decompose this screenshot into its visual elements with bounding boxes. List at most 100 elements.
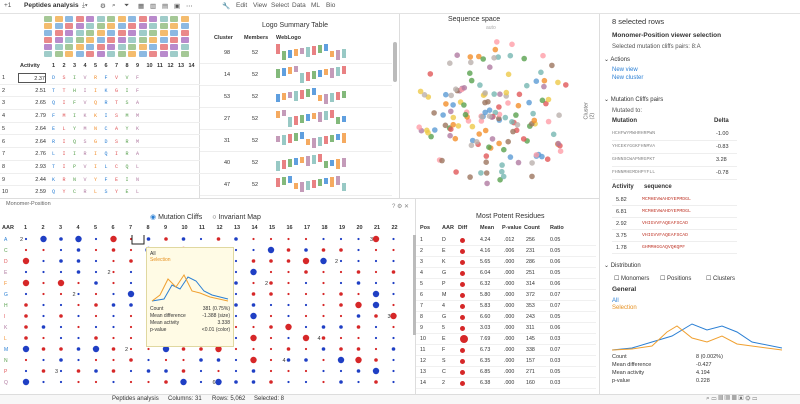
mutation-cliff-dot[interactable] bbox=[269, 336, 273, 340]
mutation-cliff-dot[interactable] bbox=[252, 325, 255, 329]
table-row[interactable]: 5 2.64 E L Y M N C A Y K bbox=[0, 123, 200, 136]
monomer-cell[interactable]: R bbox=[62, 176, 66, 183]
scatter-point[interactable] bbox=[505, 100, 511, 106]
clusters-checkbox[interactable]: ☐ Clusters bbox=[706, 276, 736, 282]
monomer-cell[interactable]: F bbox=[104, 75, 108, 81]
monomer-cell[interactable]: V bbox=[83, 176, 87, 183]
scatter-point[interactable] bbox=[450, 121, 456, 128]
chart-icon[interactable]: ▥ bbox=[150, 3, 157, 10]
table-row[interactable]: 14 52 bbox=[200, 64, 392, 86]
mutation-cliff-dot[interactable] bbox=[22, 257, 30, 265]
monomer-cell[interactable]: K bbox=[94, 113, 98, 120]
mutation-cliff-dot[interactable] bbox=[111, 347, 116, 351]
download-icon[interactable]: ⤓▾ bbox=[82, 2, 88, 9]
mutation-cliff-dot[interactable] bbox=[304, 314, 308, 318]
position-header[interactable]: 5 bbox=[94, 225, 98, 231]
mutation-cliff-dot[interactable] bbox=[234, 358, 238, 362]
column-header[interactable]: P-value bbox=[502, 225, 522, 231]
mutation-cliff-dot[interactable] bbox=[267, 246, 275, 254]
mutation-cliff-dot[interactable] bbox=[76, 347, 81, 351]
scatter-point[interactable] bbox=[497, 177, 503, 183]
mutation-cliff-dot[interactable] bbox=[129, 314, 133, 318]
monomer-cell[interactable]: R bbox=[83, 151, 87, 158]
position-header[interactable]: 3 bbox=[59, 225, 63, 231]
mutation-cliff-dot[interactable] bbox=[374, 314, 378, 318]
monomer-cell[interactable]: I bbox=[94, 151, 98, 158]
table-row[interactable]: 9 2.44 K R N V Y F E I N bbox=[0, 174, 200, 187]
mutation-cliff-dot[interactable] bbox=[251, 292, 256, 296]
monomer-cell[interactable]: Q bbox=[104, 151, 108, 158]
scatter-point[interactable] bbox=[526, 99, 532, 106]
mutation-cliff-dot[interactable] bbox=[217, 369, 220, 373]
mutation-cliff-dot[interactable] bbox=[339, 248, 343, 252]
mutation-cliff-dot[interactable] bbox=[287, 270, 290, 274]
monomer-row-header[interactable]: P bbox=[4, 369, 8, 375]
scatter-point[interactable] bbox=[550, 131, 557, 138]
table-row[interactable]: 5 P 6.32 .000 314 0.06 bbox=[416, 279, 596, 290]
position-header[interactable]: 1 bbox=[52, 63, 56, 69]
aar-header[interactable]: AAR bbox=[2, 225, 14, 231]
mutation-cliff-dot[interactable] bbox=[304, 325, 308, 329]
mutation-cliff-dot[interactable] bbox=[199, 369, 203, 373]
mutation-cliff-dot[interactable] bbox=[286, 259, 291, 263]
mutation-cliff-dot[interactable] bbox=[322, 369, 325, 373]
mutation-cliff-dot[interactable] bbox=[42, 336, 45, 340]
mutation-cliff-dot[interactable] bbox=[22, 279, 30, 287]
mutation-cliff-dot[interactable] bbox=[252, 281, 255, 285]
scatter-point[interactable] bbox=[453, 86, 459, 92]
mutation-cliff-dot[interactable] bbox=[181, 369, 186, 373]
table-icon[interactable]: ▤ bbox=[162, 3, 169, 10]
mutation-cliff-dot[interactable] bbox=[392, 303, 395, 307]
monomer-row-header[interactable]: M bbox=[4, 347, 9, 353]
mutation-cliff-dot[interactable] bbox=[339, 237, 343, 241]
scatter-point[interactable] bbox=[543, 100, 549, 107]
mutation-cliff-dot[interactable] bbox=[24, 303, 28, 307]
mutation-cliff-dot[interactable] bbox=[234, 270, 238, 274]
mutation-cliff-dot[interactable] bbox=[251, 259, 256, 263]
mutation-cliff-dot[interactable] bbox=[59, 336, 63, 340]
scatter-point[interactable] bbox=[503, 89, 510, 96]
mutation-cliff-dot[interactable] bbox=[302, 257, 310, 265]
column-header[interactable]: Count bbox=[524, 225, 540, 231]
activity-cell[interactable]: 2.37 bbox=[18, 73, 46, 83]
scatter-point[interactable] bbox=[448, 126, 454, 132]
tab-count[interactable]: +1 bbox=[4, 2, 12, 9]
scatter-point[interactable] bbox=[482, 99, 488, 106]
scatter-point[interactable] bbox=[496, 140, 502, 147]
mutation-cliff-dot[interactable] bbox=[234, 259, 238, 263]
mutation-cliff-dot[interactable] bbox=[77, 336, 80, 340]
scatter-point[interactable] bbox=[461, 85, 468, 91]
table-row[interactable]: 7 4 5.83 .000 353 0.07 bbox=[416, 301, 596, 312]
monomer-row-header[interactable]: D bbox=[4, 259, 8, 265]
layout-icon[interactable]: ▣ bbox=[174, 3, 181, 10]
scatter-point[interactable] bbox=[492, 46, 499, 53]
column-header[interactable]: AAR bbox=[442, 225, 454, 231]
mutation-cliff-dot[interactable] bbox=[24, 358, 28, 362]
monomer-row-header[interactable]: N bbox=[4, 358, 8, 364]
mutation-cliff-dot[interactable] bbox=[339, 281, 343, 285]
monomer-cell[interactable]: Q bbox=[52, 189, 56, 196]
mutation-cliff-dot[interactable] bbox=[24, 248, 28, 252]
mutation-cliff-dot[interactable] bbox=[251, 380, 256, 384]
mutation-cliff-dot[interactable] bbox=[392, 369, 395, 373]
wrench-icon[interactable]: 🔧 bbox=[222, 3, 231, 10]
activity-header[interactable]: Activity bbox=[20, 63, 40, 69]
mutation-cliff-dot[interactable] bbox=[24, 237, 28, 241]
monomer-cell[interactable]: C bbox=[73, 189, 77, 196]
monomer-cell[interactable]: K bbox=[104, 87, 108, 94]
monomer-cell[interactable]: S bbox=[104, 189, 108, 196]
mutation-cliff-dot[interactable] bbox=[22, 378, 30, 386]
mutation-cliff-dot[interactable] bbox=[322, 292, 325, 296]
scatter-point[interactable] bbox=[531, 117, 538, 124]
mutation-cliff-dot[interactable] bbox=[94, 270, 98, 274]
mutation-cliff-dot[interactable] bbox=[94, 380, 98, 384]
mutation-cliff-dot[interactable] bbox=[269, 325, 273, 329]
activity-row[interactable]: 1.78 GHMMHGGAQVQKQPF bbox=[612, 242, 737, 254]
scatter-point[interactable] bbox=[486, 113, 493, 119]
mutation-cliff-dot[interactable] bbox=[321, 248, 326, 252]
table-row[interactable]: 9 5 3.03 .000 311 0.06 bbox=[416, 323, 596, 334]
position-header[interactable]: 1 bbox=[24, 225, 28, 231]
mutation-cliff-dot[interactable] bbox=[339, 314, 343, 318]
scatter-point[interactable] bbox=[486, 107, 493, 113]
scatter-point[interactable] bbox=[448, 108, 454, 115]
